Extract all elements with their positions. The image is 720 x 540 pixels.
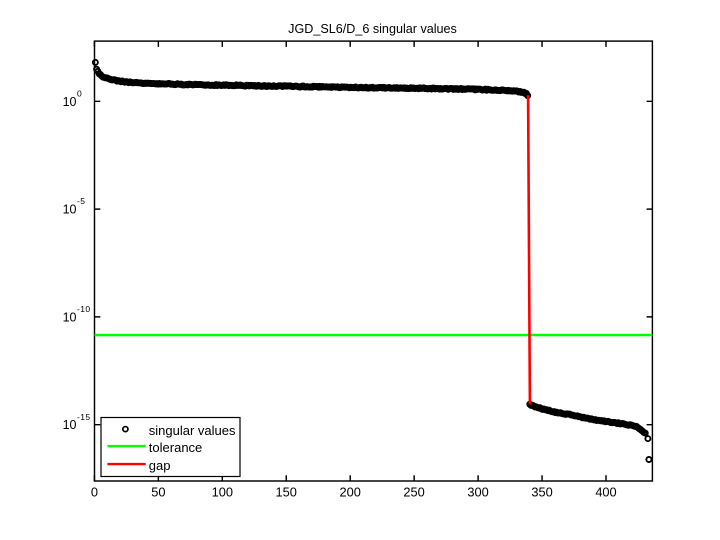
svg-text:150: 150 [276, 485, 297, 500]
svg-text:300: 300 [467, 485, 488, 500]
svg-text:JGD_SL6/D_6 singular values: JGD_SL6/D_6 singular values [288, 22, 457, 36]
svg-text:100: 100 [212, 485, 233, 500]
svg-text:tolerance: tolerance [149, 440, 202, 455]
svg-text:10: 10 [63, 95, 77, 109]
svg-text:200: 200 [340, 485, 361, 500]
svg-text:0: 0 [91, 485, 98, 500]
svg-text:-5: -5 [77, 196, 85, 206]
svg-text:0: 0 [77, 88, 82, 98]
svg-text:10: 10 [63, 310, 77, 324]
svg-text:singular values: singular values [149, 423, 236, 438]
svg-text:10: 10 [63, 418, 77, 432]
svg-text:400: 400 [595, 485, 616, 500]
svg-text:10: 10 [63, 203, 77, 217]
svg-text:250: 250 [403, 485, 424, 500]
svg-text:50: 50 [151, 485, 165, 500]
svg-text:-10: -10 [77, 304, 91, 314]
svg-text:gap: gap [149, 458, 171, 473]
svg-text:350: 350 [531, 485, 552, 500]
svg-text:-15: -15 [77, 412, 91, 422]
